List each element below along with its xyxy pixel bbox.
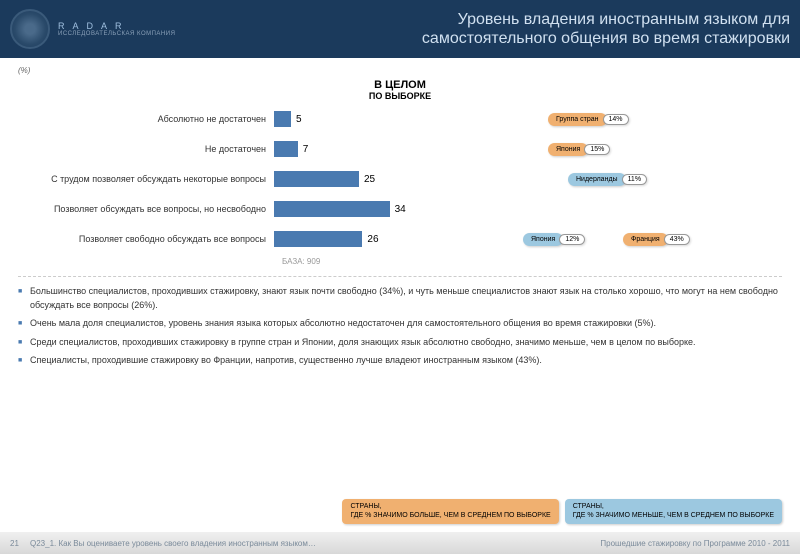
bar-value: 25 [364, 174, 375, 185]
bar-value: 26 [367, 234, 378, 245]
callout-pill: Япония [548, 143, 588, 156]
callout-badge: 12% [559, 234, 585, 245]
bullet-list: Большинство специалистов, проходивших ст… [18, 285, 782, 368]
divider [18, 276, 782, 277]
brand-subtitle: ИССЛЕДОВАТЕЛЬСКАЯ КОМПАНИЯ [58, 31, 175, 37]
bar-label: Позволяет свободно обсуждать все вопросы [18, 234, 274, 244]
logo-area: R A D A R ИССЛЕДОВАТЕЛЬСКАЯ КОМПАНИЯ [10, 9, 175, 49]
bar-value: 5 [296, 114, 302, 125]
callout-badge: 15% [584, 144, 610, 155]
callout: Нидерланды11% [568, 173, 647, 186]
bar-chart: В ЦЕЛОМ ПО ВЫБОРКЕ Абсолютно не достаточ… [18, 79, 782, 266]
callout-badge: 11% [622, 174, 648, 185]
bar-row: Абсолютно не достаточен 5 Группа стран14% [18, 107, 782, 131]
chart-base: БАЗА: 909 [282, 257, 782, 266]
brand-name: R A D A R [58, 21, 175, 32]
chart-subtitle: ПО ВЫБОРКЕ [18, 91, 782, 101]
percent-unit-label: (%) [18, 66, 782, 75]
callout-pill: Нидерланды [568, 173, 626, 186]
title-line-2: самостоятельного общения во время стажир… [195, 29, 790, 48]
bullet-item: Специалисты, проходившие стажировку во Ф… [18, 354, 782, 368]
page-number: 21 [10, 539, 30, 548]
bar-row: Позволяет обсуждать все вопросы, но несв… [18, 197, 782, 221]
bar-row: С трудом позволяет обсуждать некоторые в… [18, 167, 782, 191]
bar [274, 141, 298, 157]
bar-label: Абсолютно не достаточен [18, 114, 274, 124]
callout-pill: Группа стран [548, 113, 607, 126]
bar [274, 111, 291, 127]
footer-question: Q23_1. Как Вы оцениваете уровень своего … [30, 539, 600, 548]
footer: 21 Q23_1. Как Вы оцениваете уровень свое… [0, 532, 800, 554]
legend-item: СТРАНЫ,ГДЕ % ЗНАЧИМО МЕНЬШЕ, ЧЕМ В СРЕДН… [565, 499, 782, 524]
bar-value: 7 [303, 144, 309, 155]
callout: Франция43% [623, 233, 690, 246]
callout: Группа стран14% [548, 113, 629, 126]
callout-pill: Япония [523, 233, 563, 246]
title-line-1: Уровень владения иностранным языком для [195, 10, 790, 29]
bar [274, 231, 362, 247]
bar-label: Позволяет обсуждать все вопросы, но несв… [18, 204, 274, 214]
bar-label: Не достаточен [18, 144, 274, 154]
page-title: Уровень владения иностранным языком для … [175, 10, 790, 48]
legend-item: СТРАНЫ,ГДЕ % ЗНАЧИМО БОЛЬШЕ, ЧЕМ В СРЕДН… [342, 499, 558, 524]
callout: Япония12% [523, 233, 585, 246]
bar-value: 34 [395, 204, 406, 215]
chart-title: В ЦЕЛОМ [18, 79, 782, 91]
legend: СТРАНЫ,ГДЕ % ЗНАЧИМО БОЛЬШЕ, ЧЕМ В СРЕДН… [342, 499, 782, 524]
bullet-item: Большинство специалистов, проходивших ст… [18, 285, 782, 312]
callout: Япония15% [548, 143, 610, 156]
bullet-item: Очень мала доля специалистов, уровень зн… [18, 317, 782, 331]
bar [274, 171, 359, 187]
bar-row: Не достаточен 7 Япония15% [18, 137, 782, 161]
header: R A D A R ИССЛЕДОВАТЕЛЬСКАЯ КОМПАНИЯ Уро… [0, 0, 800, 58]
callout-pill: Франция [623, 233, 668, 246]
footer-source: Прошедшие стажировку по Программе 2010 -… [600, 539, 790, 548]
callout-badge: 43% [664, 234, 690, 245]
logo-icon [10, 9, 50, 49]
bar [274, 201, 390, 217]
callout-badge: 14% [603, 114, 629, 125]
bar-label: С трудом позволяет обсуждать некоторые в… [18, 174, 274, 184]
bar-row: Позволяет свободно обсуждать все вопросы… [18, 227, 782, 251]
bullet-item: Среди специалистов, проходивших стажиров… [18, 336, 782, 350]
